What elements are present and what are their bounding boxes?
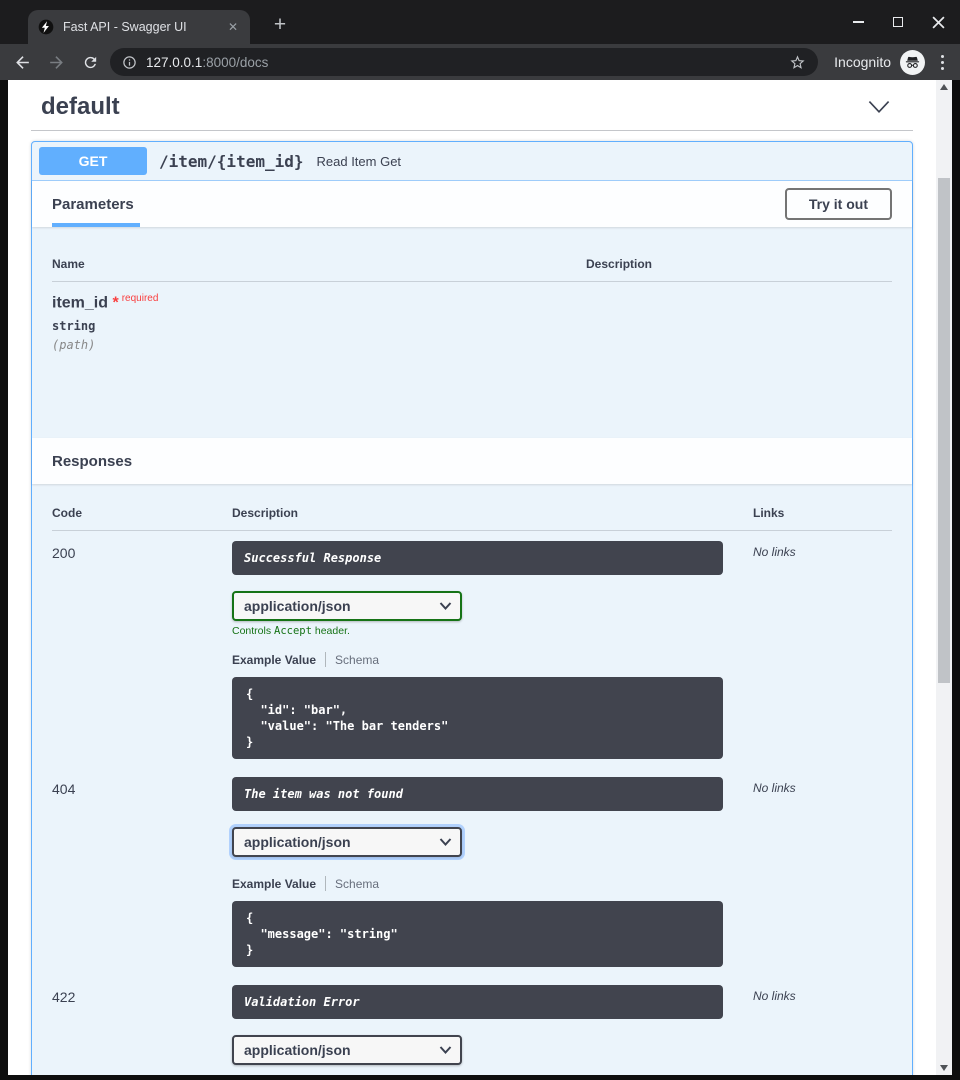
parameter-description-cell: [586, 293, 892, 352]
incognito-badge: Incognito: [824, 49, 931, 75]
tab-schema[interactable]: Schema: [335, 652, 380, 667]
tab-separator: [325, 652, 327, 668]
tab-schema[interactable]: Schema: [335, 876, 380, 891]
parameters-table-head: Name Description: [52, 241, 892, 282]
media-type-select[interactable]: application/json: [232, 1035, 462, 1066]
col-description: Description: [232, 506, 299, 521]
tab-example-value[interactable]: Example Value: [232, 652, 317, 667]
tag-section-header[interactable]: default: [31, 80, 913, 121]
parameter-cell: item_id * required string (path): [52, 293, 586, 352]
parameters-header: Parameters Try it out: [32, 181, 912, 227]
window-controls: [850, 12, 946, 32]
responses-header: Responses: [32, 438, 912, 485]
media-type-select-wrapper: application/json: [232, 827, 462, 858]
accept-header-hint: Controls Accept header.: [232, 625, 350, 638]
response-row-404: 404 The item was not found application/j…: [52, 767, 892, 975]
chevron-down-icon[interactable]: [867, 98, 891, 116]
example-json-404: { "message": "string" }: [232, 901, 723, 968]
response-code: 200: [52, 545, 76, 562]
tab-separator: [325, 876, 327, 892]
response-description: The item was not found: [232, 777, 723, 812]
url-host: 127.0.0.1: [146, 54, 203, 70]
response-description: Validation Error: [232, 985, 723, 1020]
response-description: Successful Response: [232, 541, 723, 576]
method-badge-get: GET: [39, 147, 147, 175]
example-schema-tabs: Example Value Schema: [232, 652, 753, 668]
response-code: 404: [52, 781, 76, 798]
new-tab-button[interactable]: +: [273, 13, 287, 36]
response-description-cell: Successful Response application/json Con…: [232, 541, 753, 760]
close-icon[interactable]: [930, 14, 946, 30]
back-icon[interactable]: [8, 48, 36, 76]
forward-icon[interactable]: [42, 48, 70, 76]
response-row-422: 422 Validation Error application/json Ex…: [52, 975, 892, 1075]
response-row-200: 200 Successful Response application/json…: [52, 531, 892, 767]
example-json-200: { "id": "bar", "value": "The bar tenders…: [232, 677, 723, 760]
site-info-icon[interactable]: [122, 55, 137, 70]
tab-parameters[interactable]: Parameters: [52, 181, 140, 227]
media-type-select[interactable]: application/json: [232, 827, 462, 858]
response-links: No links: [753, 989, 796, 1004]
parameters-table: Name Description item_id * required strin…: [32, 227, 912, 438]
operation-summary[interactable]: GET /item/{item_id} Read Item Get: [32, 142, 912, 181]
media-type-select-wrapper: application/json: [232, 1035, 462, 1066]
tag-title: default: [41, 93, 120, 120]
response-links: No links: [753, 545, 796, 560]
bookmark-star-icon[interactable]: [789, 54, 806, 71]
browser-menu-icon[interactable]: [937, 54, 952, 70]
incognito-label: Incognito: [834, 54, 891, 70]
response-links: No links: [753, 781, 796, 796]
browser-tab[interactable]: Fast API - Swagger UI ✕: [28, 10, 250, 44]
url-bar[interactable]: 127.0.0.1:8000/docs: [110, 48, 819, 76]
response-description-cell: The item was not found application/json …: [232, 777, 753, 968]
response-description-cell: Validation Error application/json Exampl…: [232, 985, 753, 1075]
scroll-down-icon[interactable]: [936, 1061, 952, 1075]
media-type-select[interactable]: application/json: [232, 591, 462, 622]
responses-title: Responses: [52, 452, 133, 470]
required-star: *: [112, 294, 119, 312]
operation-summary-text: Read Item Get: [316, 153, 402, 169]
operation-path: /item/{item_id}: [159, 151, 304, 171]
url-text[interactable]: 127.0.0.1:8000/docs: [146, 55, 268, 70]
response-code: 422: [52, 989, 76, 1006]
tab-close-icon[interactable]: ✕: [227, 20, 238, 34]
example-schema-tabs: Example Value Schema: [232, 876, 753, 892]
swagger-page: default GET /item/{item_id} Read Item Ge…: [8, 80, 952, 1075]
parameter-row: item_id * required string (path): [52, 282, 892, 352]
maximize-icon[interactable]: [890, 14, 906, 30]
col-description: Description: [586, 257, 653, 271]
minimize-icon[interactable]: [850, 14, 866, 30]
responses-table: Code Description Links 200 Successful Re…: [32, 484, 912, 1075]
scroll-up-icon[interactable]: [936, 80, 952, 94]
parameter-type: string: [52, 319, 96, 334]
operation-block-get: GET /item/{item_id} Read Item Get Parame…: [31, 141, 913, 1075]
favicon-icon: [38, 19, 54, 35]
reload-icon[interactable]: [76, 48, 104, 76]
scrollbar-thumb[interactable]: [938, 178, 950, 683]
try-it-out-button[interactable]: Try it out: [784, 188, 892, 220]
tag-divider: [31, 130, 913, 131]
parameter-name: item_id * required: [52, 293, 159, 312]
col-name: Name: [52, 257, 85, 271]
col-links: Links: [753, 506, 785, 521]
browser-titlebar: Fast API - Swagger UI ✕ +: [0, 0, 960, 44]
page-scrollbar: [936, 80, 952, 1075]
media-type-select-wrapper: application/json: [232, 591, 462, 622]
required-label: required: [121, 293, 159, 304]
browser-toolbar: 127.0.0.1:8000/docs Incognito: [0, 44, 960, 80]
parameter-location: (path): [52, 338, 96, 353]
col-code: Code: [52, 506, 82, 521]
incognito-spy-icon: [900, 49, 925, 75]
tab-title: Fast API - Swagger UI: [63, 20, 187, 34]
tab-example-value[interactable]: Example Value: [232, 876, 317, 891]
responses-table-head: Code Description Links: [52, 490, 892, 532]
url-path: :8000/docs: [202, 54, 269, 70]
